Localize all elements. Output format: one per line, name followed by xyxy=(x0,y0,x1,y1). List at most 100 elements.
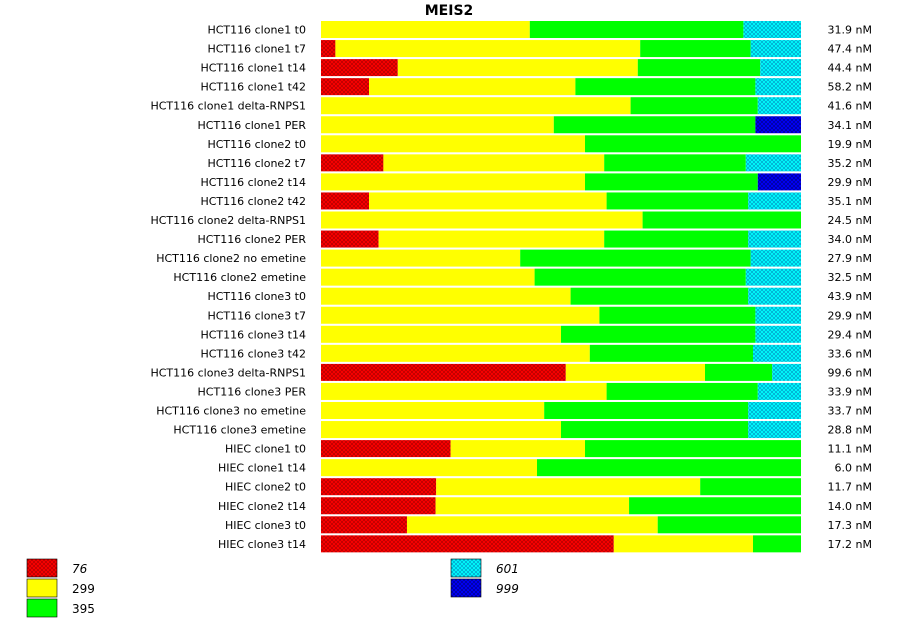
bar-segment-299 xyxy=(321,116,554,134)
legend-item-76: 76 xyxy=(26,558,88,578)
bar-segment-395 xyxy=(604,230,749,248)
legend-swatch xyxy=(26,558,58,578)
bar-segment-601 xyxy=(745,154,801,172)
bar-segment-299 xyxy=(321,135,585,153)
legend-label: 76 xyxy=(72,562,88,576)
bar-segment-601 xyxy=(748,402,801,419)
category-label: HCT116 clone3 no emetine xyxy=(156,405,306,418)
legend-label: 601 xyxy=(496,562,519,576)
category-label: HIEC clone3 t0 xyxy=(225,519,306,532)
bar-segment-395 xyxy=(642,211,801,229)
bar-segment-76 xyxy=(321,516,407,534)
legend-swatch xyxy=(450,558,482,578)
legend-label: 395 xyxy=(72,602,95,616)
total-label: 29.9 nM xyxy=(828,309,872,322)
bar-segment-299 xyxy=(321,325,561,343)
bar-segment-395 xyxy=(630,97,758,115)
bar-segment-395 xyxy=(700,478,801,496)
legend-item-299: 299 xyxy=(26,578,95,598)
total-label: 33.9 nM xyxy=(828,385,872,398)
bar-segment-395 xyxy=(604,154,746,172)
category-label: HCT116 clone3 delta-RNPS1 xyxy=(150,366,306,379)
bar-segment-299 xyxy=(613,535,753,553)
legend-label: 299 xyxy=(72,582,95,596)
category-label: HCT116 clone3 PER xyxy=(198,385,307,398)
bar-segment-299 xyxy=(321,306,600,324)
bar-segment-999 xyxy=(757,173,801,191)
bar-segment-601 xyxy=(755,325,801,343)
bar-segment-299 xyxy=(321,287,571,305)
total-label: 34.0 nM xyxy=(828,233,872,246)
bar-segment-601 xyxy=(748,230,801,248)
bar-row: HCT116 clone1 t7 47.4 nM xyxy=(207,40,872,58)
bar-row: HCT116 clone3 PER 33.9 nM xyxy=(198,382,872,400)
legend-label: 999 xyxy=(496,582,519,596)
category-label: HIEC clone1 t14 xyxy=(218,462,306,475)
bar-segment-76 xyxy=(321,78,369,96)
bar-segment-601 xyxy=(760,59,801,77)
bar-row: HIEC clone2 t14 14.0 nM xyxy=(218,497,872,515)
bar-segment-299 xyxy=(321,402,545,419)
category-label: HIEC clone1 t0 xyxy=(225,443,306,456)
bar-segment-999 xyxy=(755,116,801,134)
bar-segment-601 xyxy=(757,382,801,400)
category-label: HCT116 clone2 t0 xyxy=(207,138,306,151)
bar-segment-299 xyxy=(321,21,530,38)
bar-segment-601 xyxy=(755,306,801,324)
bar-segment-395 xyxy=(753,535,801,553)
total-label: 35.1 nM xyxy=(828,195,872,208)
bar-row: HCT116 clone1 PER 34.1 nM xyxy=(198,116,872,134)
category-label: HCT116 clone3 t14 xyxy=(200,328,306,341)
total-label: 14.0 nM xyxy=(828,500,872,513)
category-label: HIEC clone2 t14 xyxy=(218,500,306,513)
total-label: 33.6 nM xyxy=(828,347,872,360)
category-label: HCT116 clone3 t7 xyxy=(207,309,306,322)
category-label: HIEC clone2 t0 xyxy=(225,481,306,494)
bar-segment-395 xyxy=(599,306,756,324)
category-label: HCT116 clone3 emetine xyxy=(173,424,306,437)
bar-segment-299 xyxy=(383,154,605,172)
bar-segment-299 xyxy=(321,459,537,477)
bar-segment-601 xyxy=(745,268,801,286)
bar-segment-395 xyxy=(640,40,751,58)
category-label: HCT116 clone3 t42 xyxy=(200,347,306,360)
bar-segment-299 xyxy=(335,40,641,58)
bar-segment-76 xyxy=(321,363,566,381)
category-label: HCT116 clone1 delta-RNPS1 xyxy=(150,100,306,113)
bar-row: HCT116 clone3 t14 29.4 nM xyxy=(200,325,872,343)
category-label: HCT116 clone1 t0 xyxy=(207,24,306,37)
bar-row: HCT116 clone2 t42 35.1 nM xyxy=(200,192,872,210)
bar-segment-299 xyxy=(565,363,705,381)
bar-segment-299 xyxy=(321,268,535,286)
bar-segment-395 xyxy=(637,59,761,77)
bar-segment-395 xyxy=(544,402,749,419)
category-label: HCT116 clone2 delta-RNPS1 xyxy=(150,214,306,227)
bar-segment-299 xyxy=(378,230,605,248)
bar-segment-299 xyxy=(321,382,607,400)
bar-segment-299 xyxy=(369,192,607,210)
bar-segment-395 xyxy=(575,78,756,96)
category-label: HCT116 clone1 t7 xyxy=(207,43,306,56)
bar-segment-76 xyxy=(321,230,379,248)
bar-row: HCT116 clone1 t0 31.9 nM xyxy=(207,21,872,38)
total-label: 34.1 nM xyxy=(828,119,872,132)
chart-title: MEIS2 xyxy=(425,3,474,19)
bar-segment-601 xyxy=(743,21,801,38)
total-label: 28.8 nM xyxy=(828,424,872,437)
bar-row: HCT116 clone2 t0 19.9 nM xyxy=(207,135,872,153)
bar-row: HIEC clone1 t14 6.0 nM xyxy=(218,459,872,477)
total-label: 41.6 nM xyxy=(828,100,872,113)
total-label: 58.2 nM xyxy=(828,81,872,94)
bar-row: HIEC clone2 t0 11.7 nM xyxy=(225,478,872,496)
bar-segment-395 xyxy=(585,135,801,153)
bar-segment-601 xyxy=(757,97,801,115)
bar-segment-76 xyxy=(321,154,384,172)
bar-segment-299 xyxy=(321,97,631,115)
bar-row: HCT116 clone2 t7 35.2 nM xyxy=(207,154,872,172)
bar-row: HCT116 clone2 delta-RNPS1 24.5 nM xyxy=(150,211,872,229)
category-label: HCT116 clone2 t42 xyxy=(200,195,306,208)
category-label: HCT116 clone1 t14 xyxy=(200,62,306,75)
legend-swatch xyxy=(450,578,482,598)
bar-segment-395 xyxy=(606,192,749,210)
